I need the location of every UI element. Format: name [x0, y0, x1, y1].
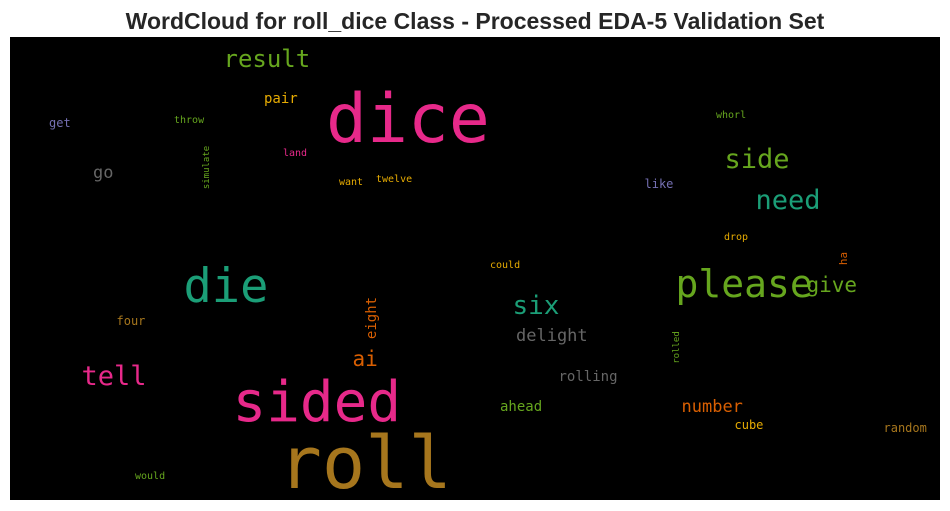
- word-eight: eight: [364, 296, 381, 340]
- word-cube: cube: [734, 418, 764, 432]
- word-twelve: twelve: [376, 174, 413, 185]
- word-want: want: [339, 177, 364, 188]
- word-delight: delight: [516, 325, 588, 346]
- word-need: need: [755, 184, 821, 216]
- word-number: number: [681, 396, 743, 417]
- word-roll: roll: [278, 421, 452, 500]
- word-drop: drop: [724, 232, 749, 243]
- word-die: die: [183, 258, 269, 314]
- word-go: go: [93, 162, 114, 183]
- word-rolled: rolled: [671, 330, 682, 364]
- word-land: land: [283, 148, 308, 159]
- word-pair: pair: [264, 91, 298, 107]
- word-ahead: ahead: [500, 399, 543, 415]
- word-could: could: [490, 260, 521, 271]
- word-whorl: whorl: [716, 110, 747, 121]
- word-rolling: rolling: [558, 369, 618, 385]
- word-tell: tell: [81, 360, 147, 392]
- word-ha: ha: [836, 251, 850, 265]
- word-four: four: [116, 314, 146, 328]
- word-please: please: [675, 262, 813, 306]
- word-dice: dice: [326, 80, 490, 159]
- word-get: get: [49, 116, 71, 130]
- word-side: side: [724, 143, 790, 175]
- word-like: like: [644, 177, 674, 191]
- word-throw: throw: [174, 115, 205, 126]
- wordcloud-canvas: roll dice sided die please side tell need six res…: [10, 37, 940, 500]
- word-give: give: [806, 272, 858, 297]
- word-random: random: [883, 421, 927, 435]
- word-result: result: [223, 45, 311, 73]
- word-would: would: [135, 471, 166, 482]
- word-simulate: simulate: [201, 145, 212, 189]
- word-sided: sided: [232, 370, 402, 435]
- word-six: six: [512, 291, 560, 321]
- chart-title: WordCloud for roll_dice Class - Processe…: [125, 8, 825, 34]
- word-ai: ai: [352, 346, 378, 371]
